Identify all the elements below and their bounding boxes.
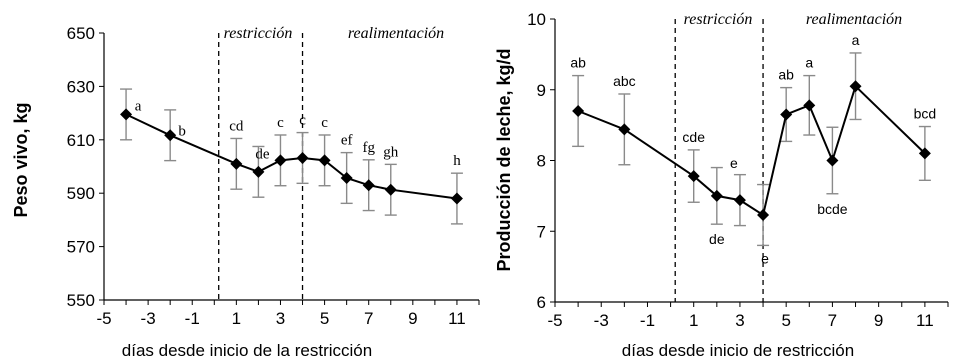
- y-tick-label: 570: [67, 238, 95, 257]
- group-letter-label: gh: [383, 144, 399, 160]
- data-point-marker: [687, 170, 700, 183]
- group-letter-label: c: [299, 113, 306, 129]
- phase-label-restriccion: restricción: [684, 11, 753, 28]
- group-letter-label: ef: [341, 133, 353, 149]
- group-letter-label: b: [178, 123, 186, 139]
- x-tick-label: -5: [96, 309, 111, 328]
- data-point-marker: [296, 151, 309, 164]
- x-tick-label: 9: [408, 309, 417, 328]
- data-point-marker: [120, 108, 133, 121]
- x-tick-label: 3: [276, 309, 285, 328]
- data-point-marker: [340, 171, 353, 184]
- group-letter-label: c: [321, 115, 328, 131]
- chart-peso-vivo: Peso vivo, kg días desde inicio de la re…: [11, 24, 480, 360]
- group-letter-label: cde: [682, 129, 705, 145]
- y-tick-label: 550: [67, 291, 95, 310]
- x-tick-label: 11: [916, 311, 934, 330]
- phase-label-realimentacion: realimentación: [348, 25, 444, 42]
- group-letter-label: ab: [778, 67, 794, 83]
- x-axis-label: días desde inicio de restricción: [622, 341, 854, 360]
- group-letter-label: ab: [570, 55, 586, 71]
- data-point-marker: [362, 179, 375, 192]
- y-axis-label: Producción de leche, kg/d: [494, 48, 514, 271]
- x-tick-label: 3: [735, 311, 744, 330]
- data-point-marker: [780, 108, 793, 121]
- y-tick-label: 9: [537, 81, 546, 100]
- data-point-marker: [733, 194, 746, 207]
- group-letter-label: e: [761, 250, 769, 266]
- group-letter-label: bcde: [817, 201, 848, 217]
- y-tick-label: 10: [527, 10, 546, 29]
- data-point-marker: [164, 129, 177, 142]
- data-point-marker: [918, 147, 931, 160]
- x-tick-label: 5: [781, 311, 790, 330]
- x-axis-label: días desde inicio de la restricción: [122, 341, 372, 360]
- series-line: [577, 84, 926, 217]
- group-letter-label: fg: [362, 140, 375, 156]
- x-tick-label: 11: [448, 309, 466, 328]
- group-letter-label: a: [852, 32, 860, 48]
- series-line: [125, 113, 458, 200]
- data-point-marker: [274, 154, 287, 167]
- group-letter-label: de: [709, 231, 725, 247]
- data-point-marker: [230, 157, 243, 170]
- data-point-marker: [384, 183, 397, 196]
- x-tick-label: -5: [547, 311, 562, 330]
- group-letter-label: a: [805, 55, 813, 71]
- data-point-marker: [572, 104, 585, 117]
- group-letter-label: de: [255, 146, 270, 162]
- y-axis-label: Peso vivo, kg: [11, 102, 31, 217]
- x-tick-label: 1: [232, 309, 241, 328]
- group-letter-label: c: [277, 115, 284, 131]
- y-tick-label: 8: [537, 152, 546, 171]
- y-tick-label: 630: [67, 77, 95, 96]
- group-letter-label: e: [730, 155, 738, 171]
- y-tick-label: 6: [537, 293, 546, 312]
- group-letter-label: h: [453, 153, 461, 169]
- y-tick-label: 7: [537, 222, 546, 241]
- group-letter-label: abc: [613, 73, 636, 89]
- data-point-marker: [450, 192, 463, 205]
- group-letter-label: a: [135, 98, 142, 114]
- group-letter-label: cd: [229, 118, 244, 134]
- phase-label-restriccion: restricción: [224, 25, 293, 42]
- x-tick-label: -1: [185, 309, 200, 328]
- group-letter-label: bcd: [914, 106, 937, 122]
- x-tick-label: 9: [874, 311, 883, 330]
- phase-label-realimentacion: realimentación: [806, 11, 902, 28]
- data-point-marker: [318, 154, 331, 167]
- x-tick-label: 5: [320, 309, 329, 328]
- x-tick-label: -3: [141, 309, 156, 328]
- data-point-marker: [710, 189, 723, 202]
- y-tick-label: 590: [67, 184, 95, 203]
- data-point-marker: [826, 154, 839, 167]
- x-tick-label: 1: [689, 311, 698, 330]
- x-tick-label: 7: [828, 311, 837, 330]
- x-tick-label: -3: [594, 311, 609, 330]
- data-point-marker: [252, 165, 265, 178]
- data-point-marker: [618, 123, 631, 136]
- data-point-marker: [803, 99, 816, 112]
- x-tick-label: -1: [640, 311, 655, 330]
- x-tick-label: 7: [364, 309, 373, 328]
- y-tick-label: 610: [67, 131, 95, 150]
- data-point-marker: [757, 208, 770, 221]
- y-tick-label: 650: [67, 24, 95, 43]
- data-point-marker: [849, 80, 862, 93]
- chart-produccion-leche: Producción de leche, kg/d días desde ini…: [494, 10, 949, 360]
